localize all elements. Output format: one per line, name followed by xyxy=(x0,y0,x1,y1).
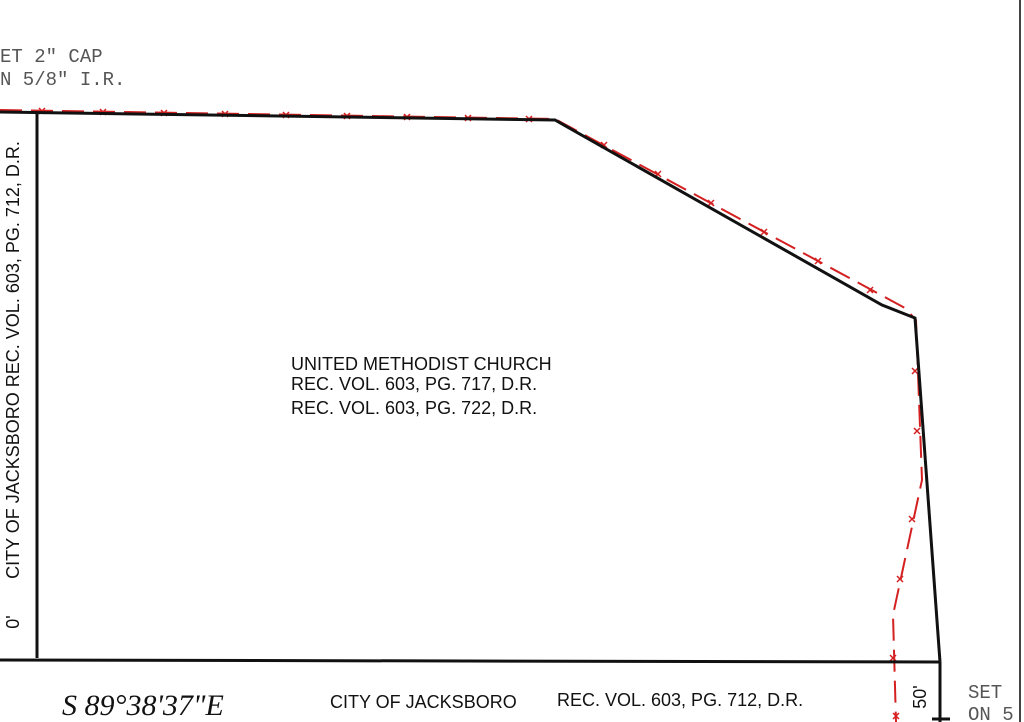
parcel-owner: UNITED METHODIST CHURCH xyxy=(291,354,552,374)
width-label: 50' xyxy=(910,685,930,708)
note-text: ET 2" CAP xyxy=(0,46,103,68)
boundary-line xyxy=(0,658,941,664)
boundary-line xyxy=(0,110,942,663)
boundary-label: REC. VOL. 603, PG. 712, D.R. xyxy=(557,690,803,710)
note-text: ON 5 xyxy=(968,704,1014,722)
bearing-label: S 89°38'37"E xyxy=(62,689,224,722)
parcel-record: REC. VOL. 603, PG. 717, D.R. xyxy=(291,374,537,394)
note-text: N 5/8" I.R. xyxy=(0,69,125,91)
distance-label: 0' xyxy=(3,615,23,628)
boundary-label: CITY OF JACKSBORO xyxy=(330,692,517,712)
parcel-record: REC. VOL. 603, PG. 722, D.R. xyxy=(291,398,537,418)
note-text: SET xyxy=(968,682,1002,704)
boundary-label: CITY OF JACKSBORO REC. VOL. 603, PG. 712… xyxy=(3,141,23,579)
